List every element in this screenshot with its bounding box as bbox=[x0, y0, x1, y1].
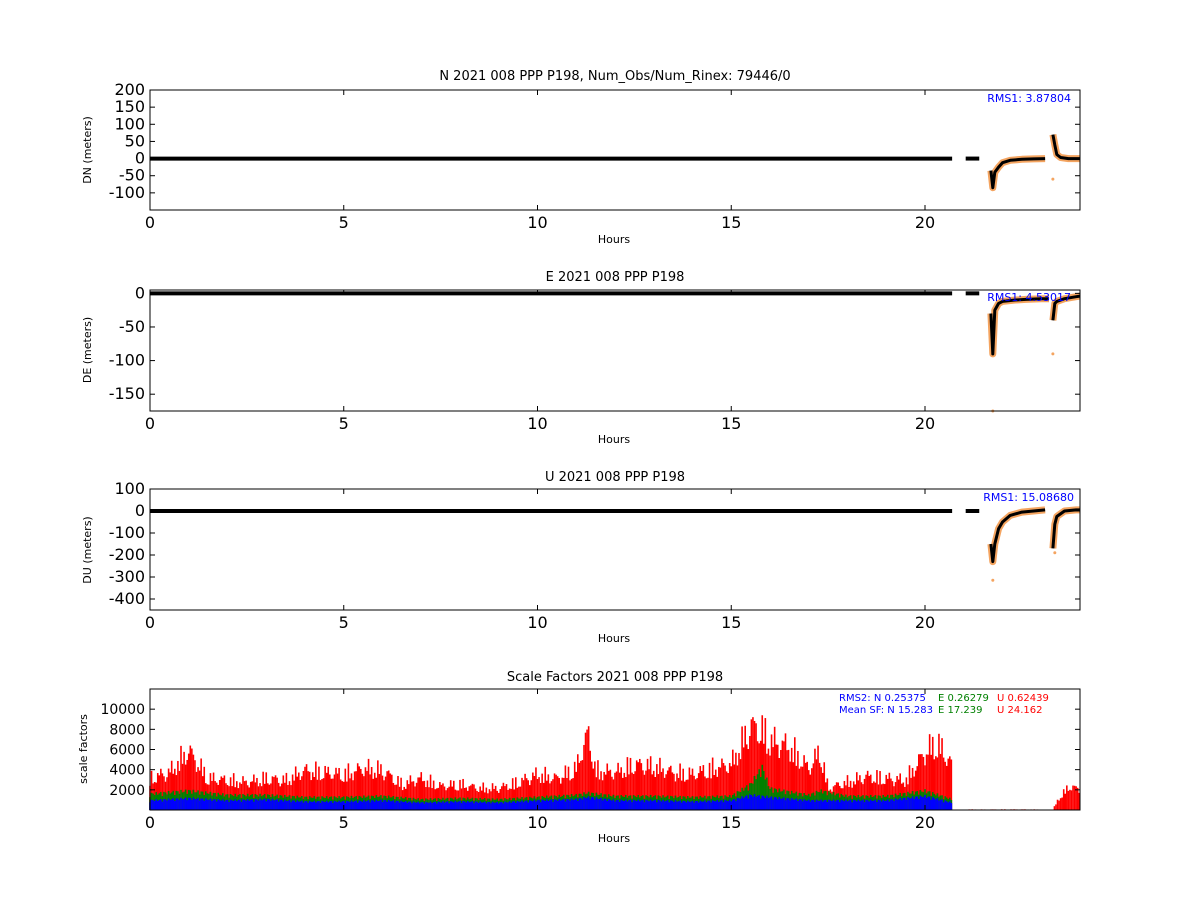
x-tick-label: 0 bbox=[145, 213, 155, 232]
data-point-outlier bbox=[1051, 177, 1055, 181]
y-axis-label: scale factors bbox=[77, 714, 90, 784]
y-tick-label: -100 bbox=[109, 351, 145, 370]
data-point-outlier bbox=[1053, 551, 1057, 555]
x-tick-label: 20 bbox=[915, 613, 935, 632]
y-tick-label: 4000 bbox=[109, 763, 145, 779]
y-tick-label: -100 bbox=[109, 183, 145, 202]
y-tick-label: 50 bbox=[125, 131, 145, 150]
plot-area bbox=[150, 133, 1080, 192]
y-tick-label: 100 bbox=[114, 114, 145, 133]
y-axis-label: DN (meters) bbox=[81, 116, 94, 184]
data-series-halo bbox=[987, 155, 1046, 192]
x-tick-label: 5 bbox=[339, 613, 349, 632]
x-axis-label: Hours bbox=[598, 832, 630, 845]
x-tick-label: 10 bbox=[527, 813, 547, 832]
x-tick-label: 15 bbox=[721, 613, 741, 632]
x-tick-label: 0 bbox=[145, 813, 155, 832]
y-tick-label: 0 bbox=[135, 283, 145, 302]
x-tick-label: 5 bbox=[339, 213, 349, 232]
y-tick-label: -200 bbox=[109, 545, 145, 564]
y-tick-label: -100 bbox=[109, 523, 145, 542]
x-tick-label: 0 bbox=[145, 414, 155, 433]
y-axis-label: DU (meters) bbox=[81, 516, 94, 583]
rms2-north: RMS2: N 0.25375 bbox=[839, 693, 926, 704]
y-tick-label: -50 bbox=[119, 317, 145, 336]
panel-title: E 2021 008 PPP P198 bbox=[546, 270, 685, 285]
y-tick-label: -400 bbox=[109, 589, 145, 608]
data-series-segment bbox=[989, 297, 1049, 356]
rms-annotation: RMS1: 15.08680 bbox=[983, 491, 1074, 504]
y-tick-label: 0 bbox=[135, 501, 145, 520]
data-series-segment bbox=[1051, 508, 1080, 549]
mean-sf-up: U 24.162 bbox=[997, 705, 1043, 716]
y-tick-label: 8000 bbox=[109, 722, 145, 738]
y-tick-label: 150 bbox=[114, 97, 145, 116]
x-tick-label: 20 bbox=[915, 213, 935, 232]
y-axis-label: DE (meters) bbox=[81, 317, 94, 383]
rms2-annotation: RMS2: N 0.25375 E 0.26279 U 0.62439 bbox=[839, 693, 1049, 704]
x-tick-label: 10 bbox=[527, 213, 547, 232]
x-tick-label: 5 bbox=[339, 414, 349, 433]
x-tick-label: 15 bbox=[721, 813, 741, 832]
x-axis-label: Hours bbox=[598, 433, 630, 446]
panel-north: N 2021 008 PPP P198, Num_Obs/Num_Rinex: … bbox=[81, 69, 1081, 246]
x-tick-label: 10 bbox=[527, 414, 547, 433]
panel-up: U 2021 008 PPP P198 Hours DU (meters) RM… bbox=[81, 470, 1081, 645]
x-tick-label: 5 bbox=[339, 813, 349, 832]
x-tick-label: 15 bbox=[721, 213, 741, 232]
x-axis-label: Hours bbox=[598, 632, 630, 645]
mean-sf-east: E 17.239 bbox=[938, 705, 983, 716]
y-tick-label: 0 bbox=[135, 149, 145, 168]
rms2-up: U 0.62439 bbox=[997, 693, 1049, 704]
x-axis-label: Hours bbox=[598, 233, 630, 246]
data-series-segment bbox=[1051, 294, 1081, 321]
data-point-outlier bbox=[991, 578, 995, 582]
y-tick-label: 2000 bbox=[109, 783, 145, 799]
panel-east: E 2021 008 PPP P198 Hours DE (meters) RM… bbox=[81, 270, 1081, 446]
x-tick-label: 10 bbox=[527, 613, 547, 632]
data-series-halo bbox=[987, 295, 1049, 358]
data-point-outlier bbox=[1051, 352, 1055, 356]
y-tick-label: 6000 bbox=[109, 743, 145, 759]
data-series-segment bbox=[989, 508, 1046, 564]
panel-title: N 2021 008 PPP P198, Num_Obs/Num_Rinex: … bbox=[439, 69, 790, 84]
mean-sf-annotation: Mean SF: N 15.283 E 17.239 U 24.162 bbox=[839, 705, 1043, 716]
plot-area bbox=[150, 506, 1080, 582]
y-tick-label: 100 bbox=[114, 479, 145, 498]
mean-sf-north: Mean SF: N 15.283 bbox=[839, 705, 933, 716]
y-tick-label: -50 bbox=[119, 166, 145, 185]
axes-frame bbox=[149, 289, 1081, 412]
panel-title: Scale Factors 2021 008 PPP P198 bbox=[507, 670, 723, 685]
data-series-halo bbox=[987, 506, 1046, 566]
x-tick-label: 15 bbox=[721, 414, 741, 433]
y-tick-label: 200 bbox=[114, 80, 145, 99]
rms-annotation: RMS1: 3.87804 bbox=[987, 92, 1071, 105]
axes-frame bbox=[149, 89, 1081, 211]
rms-annotation: RMS1: 4.53017 bbox=[987, 291, 1071, 304]
x-tick-label: 20 bbox=[915, 414, 935, 433]
data-series-segment bbox=[1051, 134, 1080, 161]
plot-area bbox=[149, 715, 1081, 810]
x-tick-label: 20 bbox=[915, 813, 935, 832]
data-series-segment bbox=[989, 157, 1046, 190]
y-tick-label: 10000 bbox=[100, 702, 145, 718]
y-tick-label: -150 bbox=[109, 384, 145, 403]
x-tick-label: 0 bbox=[145, 613, 155, 632]
panel-scale-factors: Scale Factors 2021 008 PPP P198 Hours sc… bbox=[77, 670, 1081, 845]
plot-area bbox=[150, 291, 1081, 413]
rms2-east: E 0.26279 bbox=[938, 693, 989, 704]
axes-frame bbox=[149, 488, 1081, 611]
panel-title: U 2021 008 PPP P198 bbox=[545, 470, 685, 485]
y-tick-label: -300 bbox=[109, 567, 145, 586]
